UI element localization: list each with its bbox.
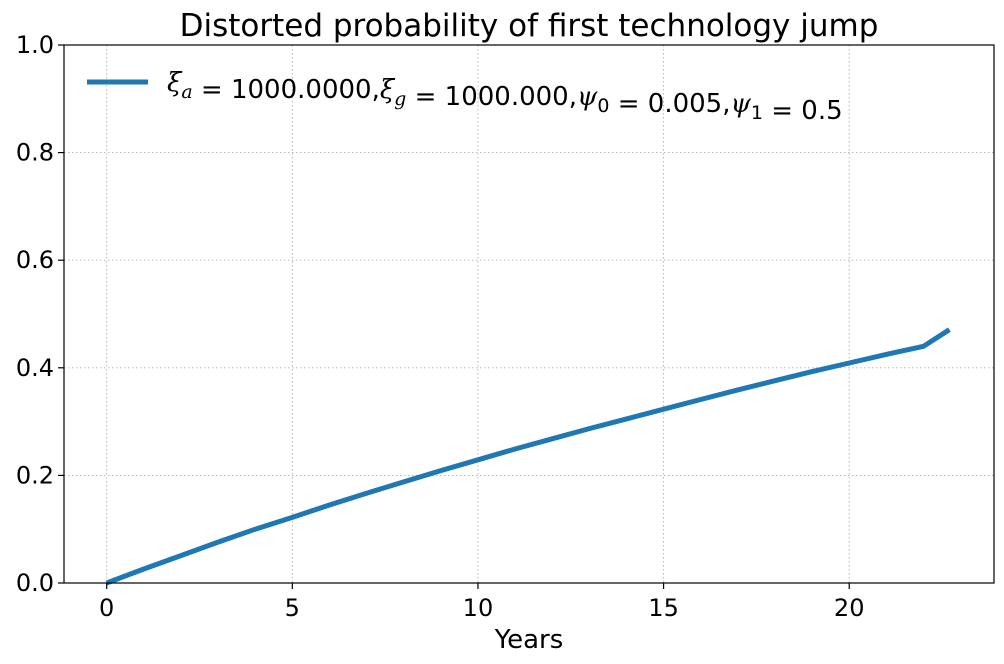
x-tick-label: 10 [463,594,494,622]
x-tick-label: 15 [648,594,679,622]
x-axis-label: Years [494,625,564,655]
x-tick-label: 5 [285,594,300,622]
series-layer [105,327,951,586]
legend: ξa = 1000.0000,ξg = 1000.000,ψ0 = 0.005,… [87,68,843,126]
legend-label: ξa = 1000.0000,ξg = 1000.000,ψ0 = 0.005,… [167,68,843,126]
x-tick-label: 0 [99,594,114,622]
y-tick-label: 0.0 [16,569,54,597]
y-axis: 0.0 0.2 0.4 0.6 0.8 1.0 [16,31,64,597]
y-tick-label: 0.6 [16,246,54,274]
y-tick-label: 0.2 [16,461,54,489]
series-line [105,327,951,586]
y-tick-label: 1.0 [16,31,54,59]
x-axis: 0 5 10 15 20 [99,583,864,622]
y-tick-label: 0.4 [16,354,54,382]
plot-area-frame [63,44,995,584]
x-tick-label: 20 [834,594,865,622]
chart-title: Distorted probability of first technolog… [180,8,879,44]
y-tick-label: 0.8 [16,139,54,167]
